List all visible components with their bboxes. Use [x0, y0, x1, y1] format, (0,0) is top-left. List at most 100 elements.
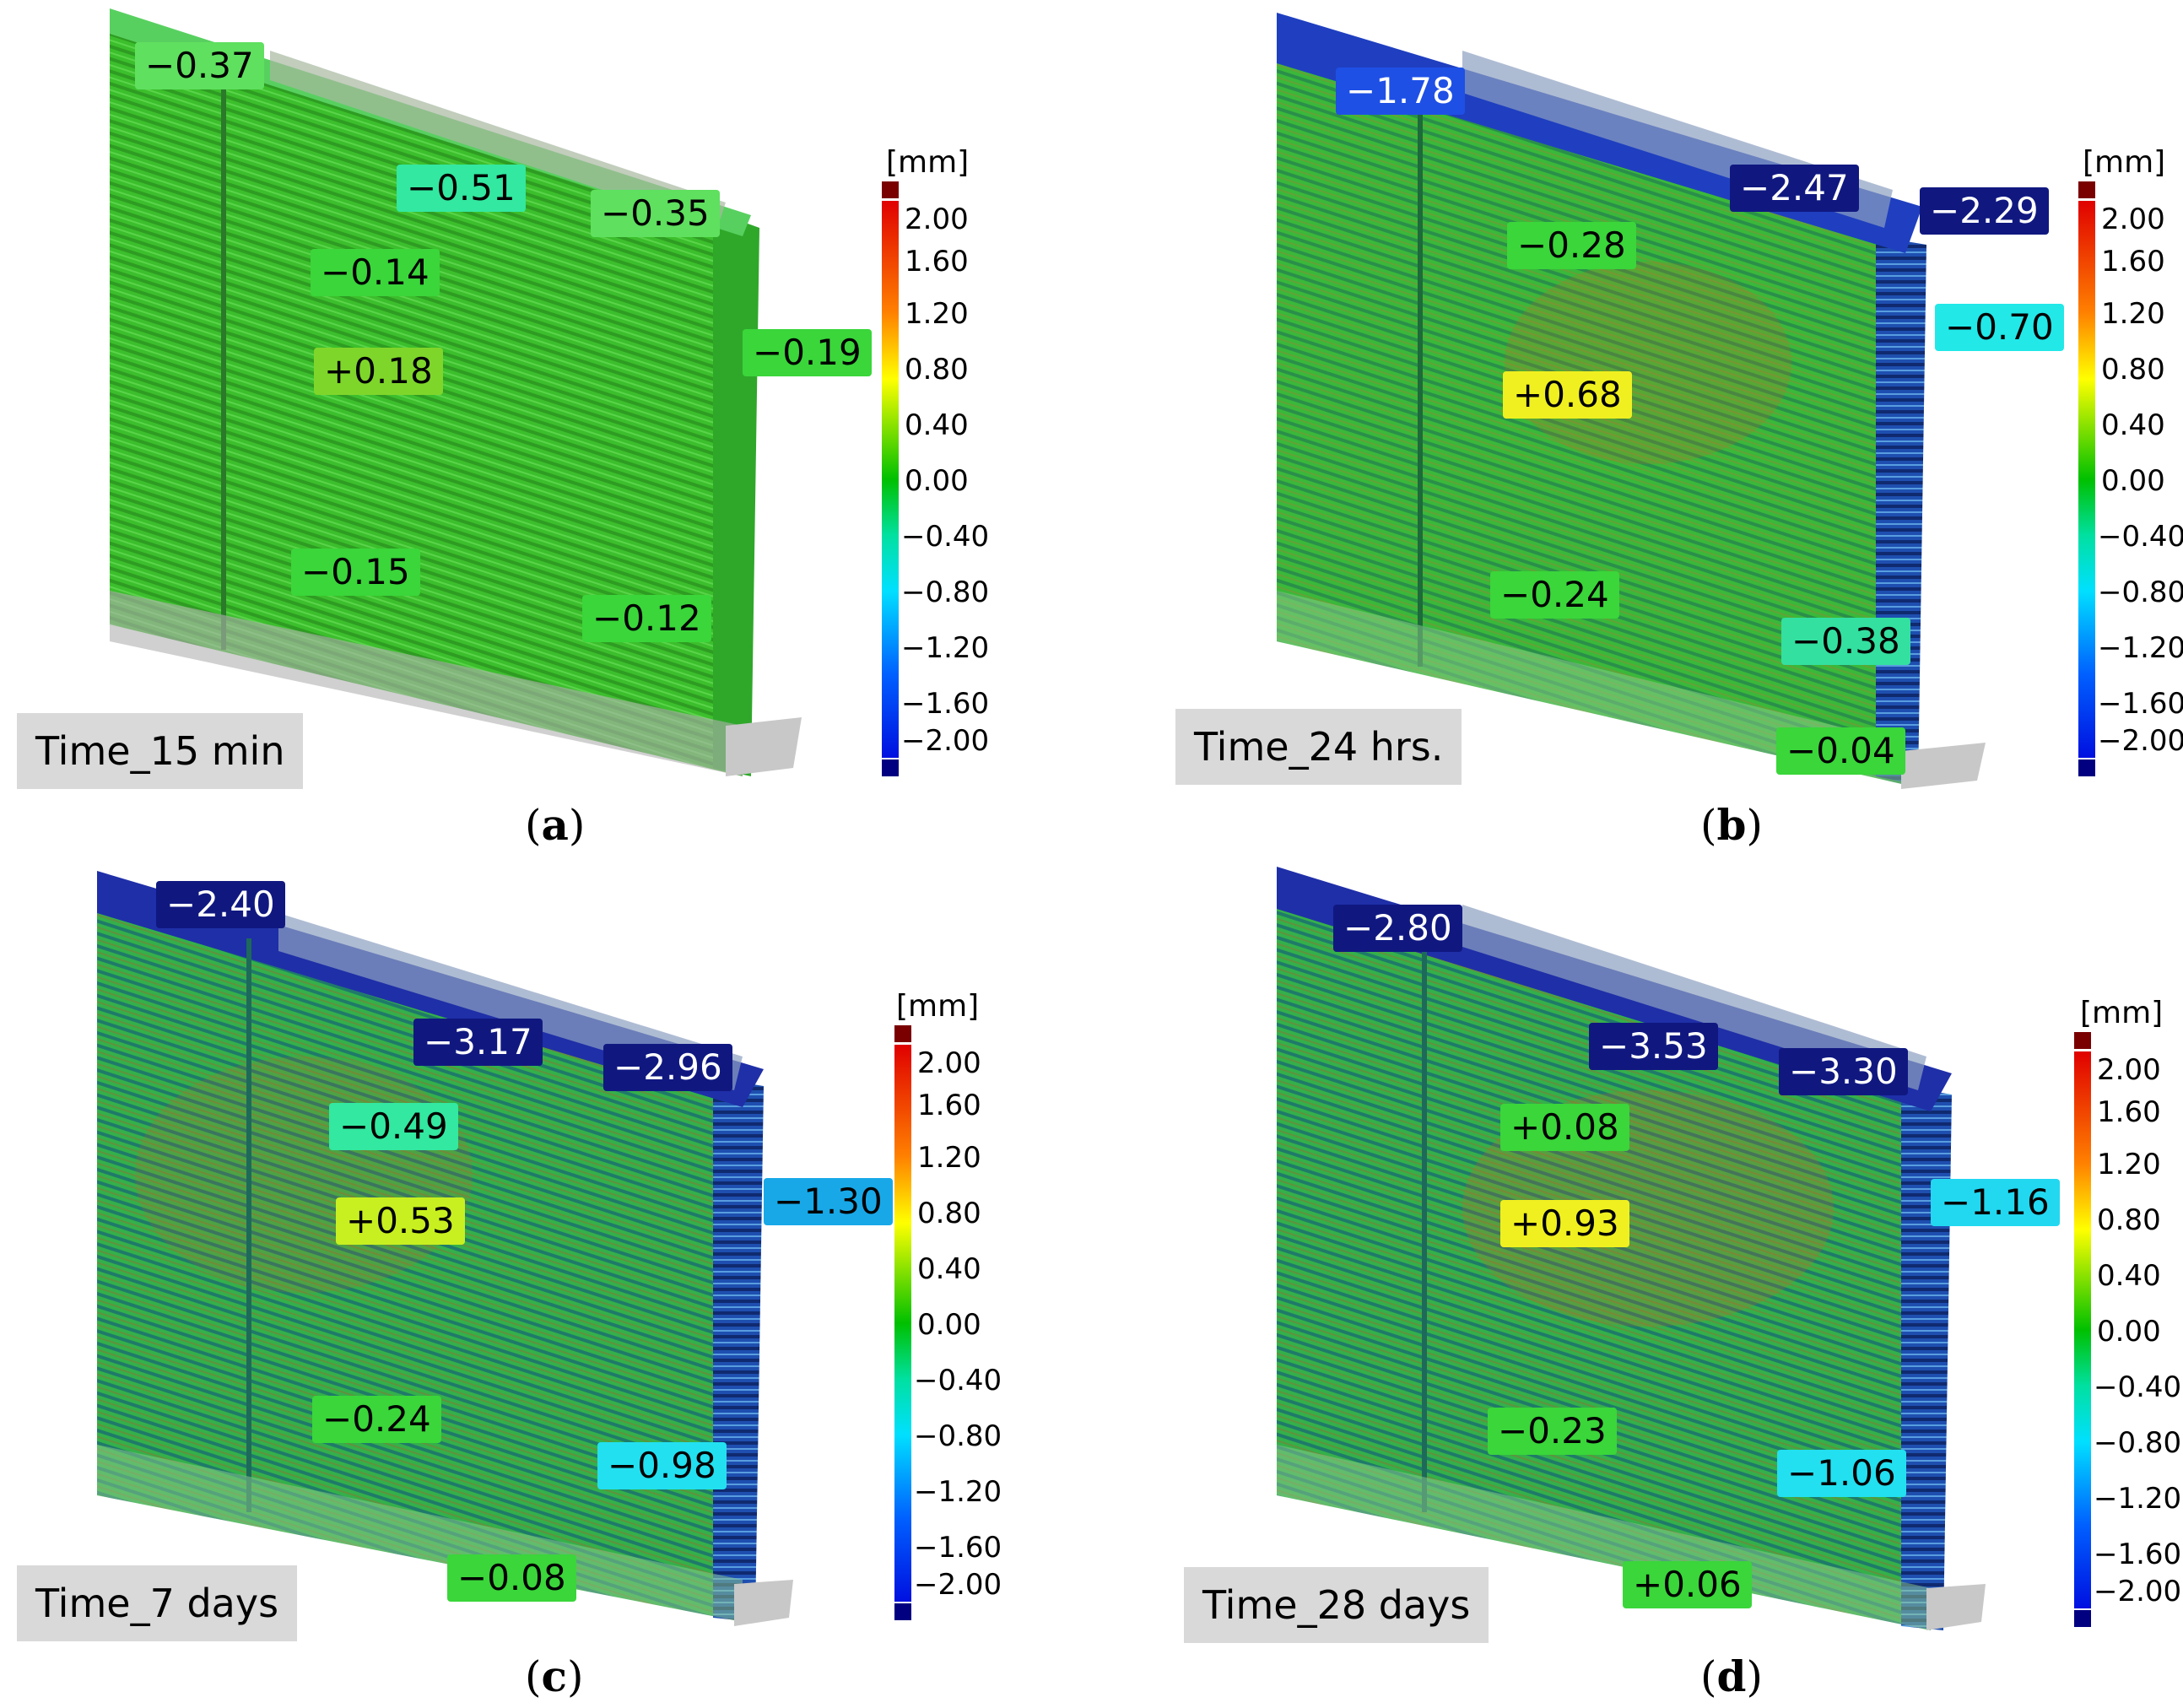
colorbar-tick: 1.60	[2101, 245, 2165, 278]
colorbar-tick: −1.20	[2098, 631, 2183, 665]
annotation-tag: −1.30	[764, 1178, 893, 1225]
colorbar-tick: 0.00	[2101, 464, 2165, 498]
annotation-tag: −3.30	[1779, 1048, 1908, 1095]
colorbar-min-cap	[2078, 759, 2095, 776]
colorbar-tick: −1.60	[914, 1531, 1002, 1565]
wall-face	[1277, 896, 1931, 1630]
colorbar-tick: 1.20	[905, 297, 969, 331]
annotation-tag: −0.28	[1507, 222, 1636, 269]
colorbar	[2078, 201, 2095, 758]
colorbar-tick: −0.80	[2098, 576, 2183, 609]
panel-d: −2.80 −3.53 −3.30 +0.08 −1.16 +0.93 −0.2…	[1091, 854, 2182, 1708]
colorbar-max-cap	[882, 181, 899, 198]
colorbar-tick: 0.00	[2097, 1315, 2161, 1349]
wall-scan-image	[1277, 867, 1986, 1630]
wall-end	[1876, 236, 1926, 785]
colorbar-tick: −2.00	[901, 724, 990, 758]
colorbar-tick: −1.60	[2098, 687, 2183, 721]
colorbar-tick: 0.40	[917, 1252, 981, 1286]
annotation-tag: −0.15	[291, 549, 420, 596]
colorbar-tick: 1.60	[905, 245, 969, 278]
colorbar-tick: 2.00	[2101, 203, 2165, 236]
colorbar-tick: −0.40	[901, 520, 990, 554]
colorbar-tick: −0.40	[914, 1364, 1002, 1397]
annotation-tag: −0.51	[397, 165, 526, 212]
annotation-tag: −0.70	[1935, 304, 2064, 351]
annotation-tag: −3.17	[413, 1019, 543, 1066]
wall-face	[97, 879, 743, 1622]
colorbar-min-cap	[882, 759, 899, 776]
colorbar-max-cap	[2074, 1032, 2091, 1049]
annotation-tag: −2.40	[156, 881, 285, 928]
panel-letter: (d)	[1700, 1651, 1763, 1701]
annotation-tag: +0.06	[1623, 1561, 1752, 1608]
colorbar-tick: 1.60	[917, 1089, 981, 1122]
colorbar-unit: [mm]	[2083, 145, 2166, 180]
colorbar-tick: 0.40	[905, 408, 969, 442]
wall-end	[713, 211, 759, 776]
colorbar-tick: −2.00	[914, 1568, 1002, 1602]
annotation-tag: −0.49	[329, 1103, 458, 1150]
colorbar-tick: 0.40	[2101, 408, 2165, 442]
panel-letter: (a)	[525, 800, 586, 850]
colorbar	[2074, 1051, 2091, 1608]
colorbar-tick: 1.20	[917, 1141, 981, 1175]
colorbar-tick: −0.80	[914, 1419, 1002, 1453]
annotation-tag: −1.06	[1777, 1450, 1906, 1497]
colorbar-tick: 0.80	[2097, 1203, 2161, 1237]
colorbar-tick: 2.00	[905, 203, 969, 236]
annotation-tag: −0.14	[311, 249, 440, 296]
colorbar-tick: −0.80	[2094, 1426, 2182, 1460]
colorbar-tick: 2.00	[917, 1046, 981, 1080]
panel-b: −1.78 −2.47 −2.29 −0.28 −0.70 +0.68 −0.2…	[1091, 0, 2183, 854]
colorbar-min-cap	[894, 1603, 911, 1620]
annotation-tag: −2.29	[1920, 187, 2049, 235]
colorbar-tick: 0.80	[905, 353, 969, 386]
colorbar-tick: −1.60	[2094, 1538, 2182, 1571]
colorbar-tick: −1.60	[901, 687, 990, 721]
colorbar-unit: [mm]	[896, 989, 980, 1024]
colorbar-tick: −1.20	[914, 1475, 1002, 1509]
colorbar-tick: 2.00	[2097, 1053, 2161, 1087]
colorbar-tick: −0.40	[2094, 1370, 2182, 1404]
panel-letter: (b)	[1700, 800, 1763, 850]
panel-letter: (c)	[525, 1651, 584, 1701]
annotation-tag: −0.37	[135, 42, 264, 89]
annotation-tag: +0.18	[314, 348, 443, 395]
colorbar-unit: [mm]	[886, 145, 970, 180]
annotation-tag: −0.23	[1488, 1408, 1617, 1455]
annotation-tag: −2.80	[1333, 905, 1462, 952]
time-label: Time_7 days	[17, 1565, 298, 1641]
annotation-tag: +0.08	[1500, 1104, 1629, 1151]
annotation-tag: −1.78	[1336, 68, 1465, 115]
panel-c: −2.40 −3.17 −2.96 −0.49 −1.30 +0.53 −0.2…	[0, 854, 1091, 1708]
colorbar-tick: 0.00	[905, 464, 969, 498]
colorbar-tick: −2.00	[2098, 724, 2183, 758]
annotation-tag: −2.96	[603, 1044, 732, 1091]
annotation-tag: −0.24	[1490, 571, 1619, 619]
colorbar-tick: 1.20	[2097, 1148, 2161, 1181]
annotation-tag: +0.53	[336, 1197, 465, 1245]
colorbar-tick: −1.20	[2094, 1482, 2182, 1516]
colorbar-unit: [mm]	[2080, 996, 2164, 1030]
annotation-tag: −0.19	[743, 329, 872, 376]
annotation-tag: −3.53	[1589, 1023, 1718, 1070]
colorbar-tick: 1.20	[2101, 297, 2165, 331]
colorbar-max-cap	[894, 1025, 911, 1042]
annotation-tag: −0.08	[447, 1554, 576, 1602]
wall-end	[1901, 1086, 1952, 1630]
colorbar-tick: 0.80	[917, 1197, 981, 1230]
colorbar-tick: −1.20	[901, 631, 990, 665]
time-label: Time_28 days	[1184, 1567, 1489, 1643]
colorbar-tick: −2.00	[2094, 1575, 2182, 1608]
colorbar-max-cap	[2078, 181, 2095, 198]
annotation-tag: −0.38	[1781, 618, 1910, 665]
annotation-tag: −2.47	[1730, 165, 1859, 212]
colorbar	[882, 201, 899, 758]
time-label: Time_15 min	[17, 713, 304, 789]
colorbar-min-cap	[2074, 1610, 2091, 1627]
annotation-tag: −0.12	[582, 595, 711, 642]
colorbar-tick: 0.80	[2101, 353, 2165, 386]
time-label: Time_24 hrs.	[1175, 709, 1462, 785]
annotation-tag: −0.98	[597, 1442, 727, 1489]
